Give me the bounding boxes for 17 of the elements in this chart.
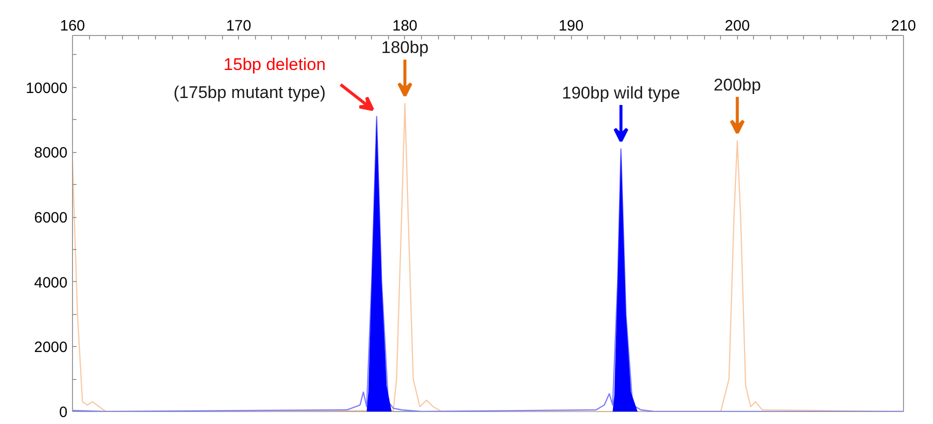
annotation: 180bp [381,38,429,58]
y-tick-label: 4000 [34,274,68,292]
y-tick-label: 8000 [34,144,68,162]
x-tick-label: 200 [724,18,750,34]
x-tick-label: 170 [226,18,252,34]
x-tick-label: 210 [890,18,916,34]
y-tick-label: 2000 [34,339,68,356]
y-tick-label: 0 [59,404,68,421]
annotation: (175bp mutant type) [174,83,326,102]
y-tick-label: 10000 [26,80,68,97]
annotation: 200bp [714,75,761,94]
y-tick-label: 6000 [34,210,68,227]
x-tick-label: 160 [60,18,86,34]
annotation: 15bp deletion [224,55,326,74]
x-tick-label: 190 [558,18,584,34]
annotation: 190bp wild type [562,83,680,102]
x-tick-label: 180 [392,18,418,34]
